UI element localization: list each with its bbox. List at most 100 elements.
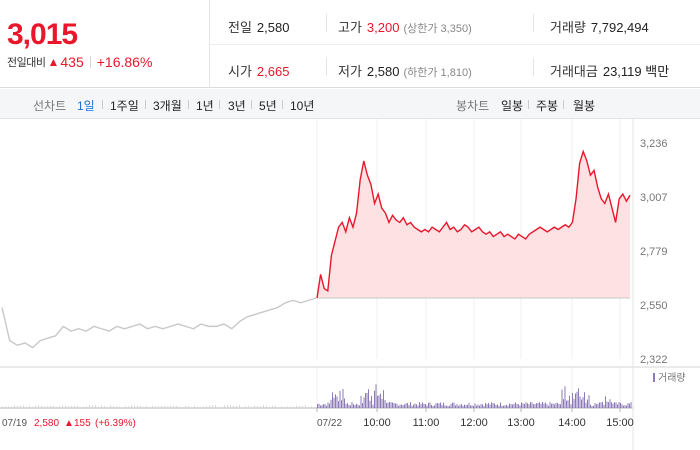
volume-bar: [50, 405, 51, 408]
volume-bar: [543, 403, 545, 408]
volume-bar: [344, 398, 345, 408]
volume-bar: [393, 403, 395, 408]
period-1w[interactable]: 1주일: [110, 99, 139, 113]
volume-bar: [384, 400, 386, 408]
volume-bar: [548, 405, 549, 408]
period-3m[interactable]: 3개월: [153, 99, 182, 113]
volume-bar: [375, 384, 377, 408]
candle-weekly[interactable]: 주봉: [536, 99, 559, 113]
volume-bar: [477, 404, 479, 408]
volume-bar: [528, 404, 530, 408]
volume-bar: [407, 403, 408, 408]
period-1y[interactable]: 1년: [196, 99, 214, 113]
volume-bar: [509, 403, 510, 408]
volume-bar: [390, 402, 392, 408]
volume-bar: [500, 402, 501, 408]
change-label: 전일대비: [7, 57, 46, 69]
volume-bar: [615, 402, 617, 408]
volume-bar: [221, 406, 222, 408]
period-1d[interactable]: 1일: [77, 99, 95, 113]
volume-bar: [110, 405, 111, 408]
stat-value: 3,200: [366, 20, 400, 35]
volume-bar: [345, 403, 347, 408]
volume-bar: [557, 402, 558, 408]
volume-bar: [386, 402, 387, 408]
volume-bar: [530, 402, 531, 408]
volume-bar: [599, 402, 600, 408]
volume-bar: [224, 405, 225, 408]
volume-bar: [533, 404, 534, 408]
period-10y[interactable]: 10년: [290, 99, 315, 113]
volume-bar: [371, 396, 372, 408]
candle-daily[interactable]: 일봉: [501, 99, 524, 113]
stat-value: 2,580: [256, 20, 290, 35]
volume-bar: [489, 404, 491, 408]
line-chart-label: 선차트: [33, 99, 67, 113]
volume-bar: [357, 404, 359, 408]
y-tick-label: 2,322: [640, 354, 668, 366]
volume-bar: [560, 404, 561, 408]
volume-bar: [333, 397, 335, 408]
volume-bar: [438, 403, 440, 408]
volume-bar: [176, 406, 177, 408]
volume-bar: [119, 406, 120, 408]
volume-bar: [308, 406, 309, 408]
volume-bar: [381, 398, 383, 408]
volume-bar: [542, 402, 543, 408]
volume-bar: [41, 405, 42, 408]
volume-panel: 거래량: [2, 372, 686, 408]
volume-bar: [629, 403, 630, 408]
stat-label: 저가: [338, 64, 362, 79]
volume-bar: [516, 403, 518, 408]
y-tick-label: 2,550: [640, 300, 668, 312]
stat-label: 시가: [228, 64, 252, 79]
change-amount: 435: [60, 54, 84, 70]
volume-bar: [353, 404, 354, 408]
volume-bar: [348, 404, 350, 408]
volume-bar: [332, 392, 333, 408]
volume-bar: [410, 402, 411, 408]
volume-bar: [269, 406, 270, 408]
volume-bar: [392, 402, 393, 408]
volume-bar: [203, 406, 204, 408]
volume-bar: [131, 405, 132, 408]
period-5y[interactable]: 5년: [259, 99, 277, 113]
volume-bar: [585, 402, 587, 408]
volume-bar: [212, 405, 213, 408]
volume-bar: [314, 406, 315, 408]
volume-bar: [440, 402, 441, 408]
volume-bar: [278, 406, 279, 408]
volume-bar: [227, 405, 228, 408]
volume-bar: [494, 403, 495, 408]
volume-bar: [486, 404, 488, 408]
volume-bar: [17, 405, 18, 408]
volume-bar: [575, 393, 576, 408]
volume-bar: [347, 403, 348, 408]
volume-bar: [578, 388, 579, 408]
volume-bar: [474, 403, 476, 408]
volume-bar: [497, 404, 498, 408]
price-chart[interactable]: 3,236 3,007 2,779 2,550 2,322 거래량 07/19 2,580…: [0, 119, 700, 450]
volume-bar: [260, 406, 261, 408]
volume-bar: [506, 404, 507, 408]
volume-bar: [437, 403, 438, 408]
volume-bar: [551, 403, 552, 408]
volume-bar: [417, 405, 419, 408]
volume-bar: [152, 406, 153, 408]
volume-bar: [444, 405, 446, 408]
divider: [102, 100, 103, 109]
volume-bar: [587, 399, 588, 408]
chart-canvas: 3,236 3,007 2,779 2,550 2,322 거래량 07/19 2,580…: [0, 119, 700, 450]
current-price: 3,015: [7, 18, 78, 51]
volume-bar: [65, 405, 66, 408]
volume-bar: [501, 405, 503, 408]
x-axis: 07/19 2,580 ▲ 155 (+6.39%) 07/22 10:00 11:00 12:…: [2, 408, 634, 429]
volume-bar: [612, 403, 614, 408]
volume-bar: [611, 402, 612, 408]
volume-bar: [476, 405, 477, 408]
period-3y[interactable]: 3년: [228, 99, 246, 113]
volume-bar: [443, 402, 444, 408]
volume-bar: [116, 406, 117, 408]
volume-bar: [377, 395, 378, 408]
candle-monthly[interactable]: 월봉: [573, 99, 596, 113]
